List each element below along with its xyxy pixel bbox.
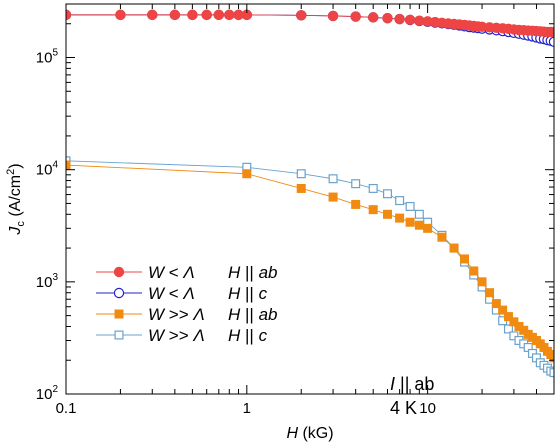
data-point <box>437 232 447 242</box>
series-line <box>66 164 554 359</box>
data-point <box>367 12 379 23</box>
y-axis-title-sup: 2 <box>5 169 17 175</box>
y-tick-label: 105 <box>36 48 59 67</box>
legend-field-direction: H || ab <box>228 263 277 282</box>
x-axis-title-main: H <box>286 425 298 442</box>
annotation-current-direction: I || ab <box>390 374 434 394</box>
data-point <box>509 331 519 341</box>
series-1 <box>66 9 554 38</box>
annotation-current-rest: || ab <box>395 374 434 394</box>
legend-label: W < Λ <box>148 263 195 282</box>
legend-item: W >> Λ H || c <box>96 326 268 345</box>
series-layer <box>66 9 554 378</box>
legend-marker <box>114 330 124 340</box>
data-point <box>383 189 393 199</box>
x-axis-title: H (kG) <box>286 425 333 442</box>
series-line <box>66 160 554 374</box>
data-point <box>549 368 554 378</box>
annotation-temperature: 4 K <box>390 398 417 418</box>
data-point <box>414 220 424 230</box>
data-point <box>213 9 225 21</box>
y-axis-title: Jc (A/cm2) <box>5 163 27 235</box>
ticks-layer: 0.1 1 10 102 103 104 105 <box>36 4 554 417</box>
series-4 <box>66 156 554 378</box>
legend-marker <box>114 309 124 319</box>
legend-item: W >> Λ H || ab <box>96 305 277 324</box>
legend-label: W < Λ <box>148 284 195 303</box>
legend-field-direction: H || ab <box>228 305 277 324</box>
data-point <box>404 14 416 25</box>
data-point <box>485 288 495 298</box>
y-tick-label: 102 <box>36 384 59 403</box>
legend-field-direction: H || c <box>228 326 268 345</box>
data-point <box>394 13 405 25</box>
legend-field-direction: H || c <box>228 284 268 303</box>
data-point <box>147 9 158 21</box>
data-point <box>169 9 181 21</box>
data-point <box>395 213 405 223</box>
legend-label: W >> Λ <box>148 305 205 324</box>
data-point <box>548 27 554 38</box>
y-tick-label: 103 <box>36 272 59 291</box>
data-point <box>449 243 459 253</box>
data-point <box>115 9 126 21</box>
data-point <box>296 183 306 193</box>
data-point <box>187 9 198 21</box>
y-tick-label: 104 <box>36 160 59 179</box>
data-point <box>460 254 470 264</box>
y-axis-title-main: J <box>7 226 24 236</box>
data-point <box>224 9 235 21</box>
data-point <box>383 209 393 219</box>
data-point <box>405 217 415 227</box>
data-point <box>201 9 212 21</box>
data-point <box>368 183 378 193</box>
data-point <box>328 192 338 202</box>
legend-marker <box>113 266 125 278</box>
x-axis-title-unit: (kG) <box>302 425 333 442</box>
y-axis-title-unit: (A/cm <box>7 175 24 217</box>
data-point <box>423 223 433 233</box>
data-point <box>477 277 487 287</box>
data-point <box>66 160 71 170</box>
data-point <box>328 174 338 184</box>
data-point <box>351 179 361 189</box>
plot-frame <box>65 3 555 395</box>
series-3 <box>66 160 554 363</box>
data-point <box>242 169 252 179</box>
x-tick-label: 0.1 <box>56 400 77 417</box>
data-point <box>469 266 479 276</box>
data-point <box>296 169 306 179</box>
data-point <box>509 317 519 327</box>
data-point <box>350 11 361 22</box>
data-point <box>503 312 513 322</box>
data-point <box>503 324 513 334</box>
data-point <box>382 13 393 24</box>
legend-label: W >> Λ <box>148 326 205 345</box>
data-point <box>395 196 405 206</box>
legend-item: W < Λ H || c <box>96 284 268 303</box>
data-point <box>548 36 554 48</box>
y-axis-title-sub: c <box>15 221 27 227</box>
data-point <box>414 209 424 219</box>
annotation-current-symbol: I <box>390 374 395 394</box>
data-point <box>351 199 361 209</box>
data-point <box>498 305 508 315</box>
x-tick-label: 1 <box>243 400 251 417</box>
data-point <box>491 299 501 309</box>
x-tick-label: 10 <box>419 400 436 417</box>
data-point <box>296 10 307 21</box>
data-point <box>405 201 415 211</box>
data-point <box>368 205 378 215</box>
legend-item: W < Λ H || ab <box>96 263 277 282</box>
y-axis-title-close: ) <box>7 163 24 168</box>
legend-marker <box>113 287 125 299</box>
data-point <box>327 10 339 22</box>
